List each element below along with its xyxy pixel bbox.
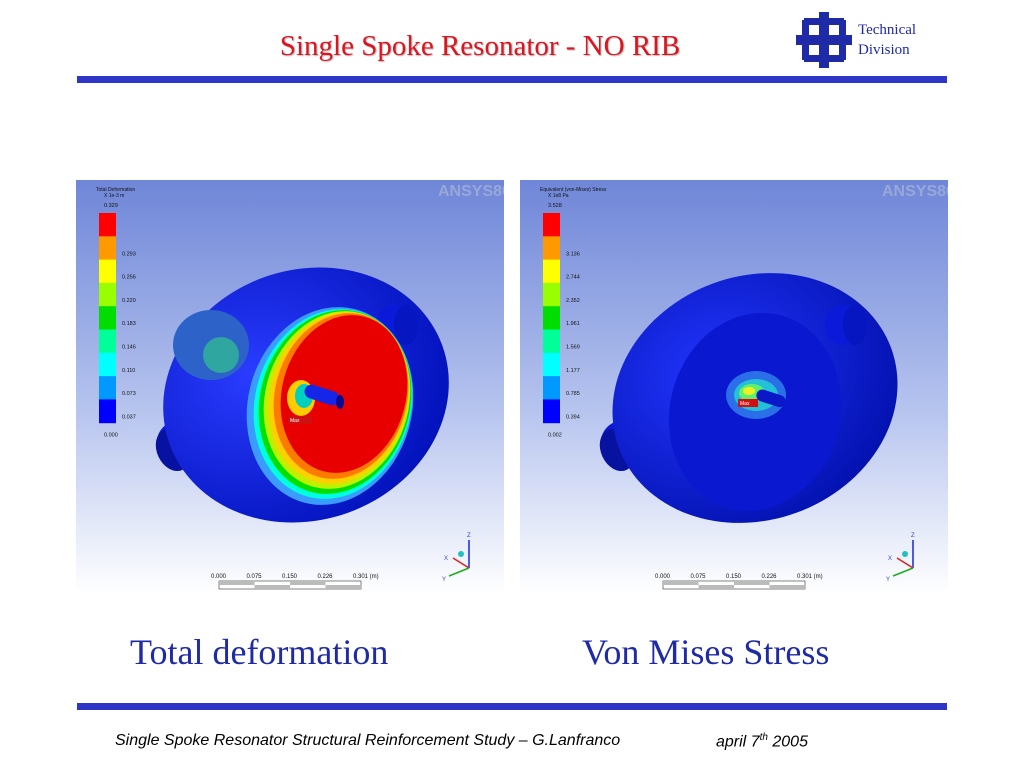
legend-value: 1.177 bbox=[566, 368, 580, 374]
footer-date-text: april 7 bbox=[716, 733, 760, 751]
stress-render: Equivalent (von-Mises) Stress X 1e8 Pa 3… bbox=[520, 180, 948, 594]
legend-value: 0.037 bbox=[122, 414, 136, 420]
max-marker bbox=[738, 399, 758, 407]
legend-value: 0.073 bbox=[122, 391, 136, 397]
scale-tick-label: 0.226 bbox=[762, 574, 778, 580]
legend-value: 3.528 bbox=[548, 203, 562, 209]
axis-x-label: X bbox=[444, 556, 448, 562]
max-label: Max bbox=[740, 401, 750, 407]
legend-title: Equivalent (von-Mises) Stress bbox=[540, 187, 607, 193]
ansys-brand: ANSYS80 bbox=[438, 183, 504, 200]
footer-date: april 7th 2005 bbox=[716, 732, 808, 751]
legend-color-band bbox=[543, 236, 560, 261]
division-label: Technical Division bbox=[858, 20, 916, 60]
fermilab-logo-icon bbox=[796, 12, 852, 68]
top-divider bbox=[77, 76, 947, 83]
scale-tick-label: 0.075 bbox=[691, 574, 707, 580]
footer-study: Single Spoke Resonator Structural Reinfo… bbox=[115, 732, 621, 749]
legend-title: Total Deformation bbox=[96, 187, 135, 193]
scale-tick-label: 0.000 bbox=[211, 574, 227, 580]
legend-color-band bbox=[99, 282, 116, 307]
triad-origin bbox=[458, 551, 464, 557]
legend-color-band bbox=[99, 236, 116, 261]
bottom-divider bbox=[77, 703, 947, 710]
scale-segment bbox=[769, 585, 805, 589]
slide-title: Single Spoke Resonator - NO RIB bbox=[279, 30, 681, 62]
legend-value: 0.110 bbox=[122, 368, 135, 374]
scale-tick-label: 0.226 bbox=[318, 574, 334, 580]
scale-tick-label: 0.301 (m) bbox=[353, 574, 379, 580]
scale-tick-label: 0.150 bbox=[726, 574, 742, 580]
legend-value: 0.329 bbox=[104, 203, 118, 209]
max-label: Max bbox=[290, 418, 300, 424]
legend-value: 0.394 bbox=[566, 414, 580, 420]
footer-date-suffix: th bbox=[759, 732, 768, 743]
legend-unit: X 1e8 Pa bbox=[548, 193, 569, 199]
max-marker bbox=[288, 416, 312, 424]
footer-date-year: 2005 bbox=[767, 733, 808, 751]
scale-segment bbox=[290, 581, 326, 585]
legend-value: 2.352 bbox=[566, 298, 580, 304]
legend-value: 3.136 bbox=[566, 251, 580, 257]
scale-segment bbox=[663, 581, 699, 585]
legend-color-band bbox=[543, 306, 560, 330]
deformation-render: Total Deformation X 1e-3 m 0.329 0.293 0.2… bbox=[76, 180, 504, 594]
scale-segment bbox=[219, 581, 255, 585]
scale-tick-label: 0.075 bbox=[247, 574, 263, 580]
scale-tick-label: 0.000 bbox=[655, 574, 671, 580]
legend-value: 0.785 bbox=[566, 391, 580, 397]
triad-origin bbox=[902, 551, 908, 557]
legend-color-band bbox=[543, 282, 560, 307]
legend-value: 0.256 bbox=[122, 275, 136, 281]
legend-color-band bbox=[543, 329, 560, 354]
legend-value: 0.146 bbox=[122, 345, 136, 351]
legend-color-band bbox=[99, 352, 116, 377]
axis-x-line bbox=[896, 557, 914, 569]
scale-segment bbox=[734, 581, 770, 585]
legend-value: 0.002 bbox=[548, 433, 562, 439]
deformation-panel: Total Deformation X 1e-3 m 0.329 0.293 0.2… bbox=[76, 180, 504, 594]
axis-y-label: Y bbox=[442, 577, 446, 583]
legend-color-band bbox=[543, 213, 560, 237]
legend-color-band bbox=[99, 259, 116, 284]
legend-color-band bbox=[543, 399, 560, 424]
division-line-1: Technical bbox=[858, 22, 917, 38]
cavity-model bbox=[599, 273, 898, 523]
legend-color-band bbox=[99, 213, 116, 237]
axis-y-label: Y bbox=[886, 577, 890, 583]
scale-segment bbox=[254, 585, 290, 589]
legend-color-band bbox=[543, 376, 560, 400]
stress-caption: Von Mises Stress bbox=[582, 632, 830, 672]
legend-value: 1.961 bbox=[566, 321, 580, 327]
ansys-brand: ANSYS80 bbox=[882, 183, 948, 200]
legend-unit: X 1e-3 m bbox=[104, 193, 124, 199]
legend-color-band bbox=[99, 399, 116, 424]
division-line-2: Division bbox=[858, 42, 910, 58]
axis-y-line bbox=[892, 567, 914, 577]
scale-segment bbox=[325, 585, 361, 589]
legend-color-band bbox=[543, 352, 560, 377]
scale-segment bbox=[698, 585, 734, 589]
axis-y-line bbox=[448, 567, 470, 577]
legend-value: 0.220 bbox=[122, 298, 136, 304]
legend-value: 0.000 bbox=[104, 433, 118, 439]
legend-value: 2.744 bbox=[566, 275, 580, 281]
legend-value: 1.569 bbox=[566, 345, 580, 351]
cavity-model bbox=[155, 267, 449, 523]
axis-x-label: X bbox=[888, 556, 892, 562]
axis-x-line bbox=[452, 557, 470, 569]
legend-color-band bbox=[99, 376, 116, 400]
legend-value: 0.183 bbox=[122, 321, 136, 327]
scale-tick-label: 0.150 bbox=[282, 574, 298, 580]
legend-color-band bbox=[99, 329, 116, 354]
legend-color-band bbox=[99, 306, 116, 330]
axis-z-label: Z bbox=[911, 533, 915, 539]
stress-panel: Equivalent (von-Mises) Stress X 1e8 Pa 3… bbox=[520, 180, 948, 594]
scale-tick-label: 0.301 (m) bbox=[797, 574, 823, 580]
deformation-caption: Total deformation bbox=[130, 632, 389, 672]
legend-color-band bbox=[543, 259, 560, 284]
axis-z-label: Z bbox=[467, 533, 471, 539]
legend-value: 0.293 bbox=[122, 251, 136, 257]
